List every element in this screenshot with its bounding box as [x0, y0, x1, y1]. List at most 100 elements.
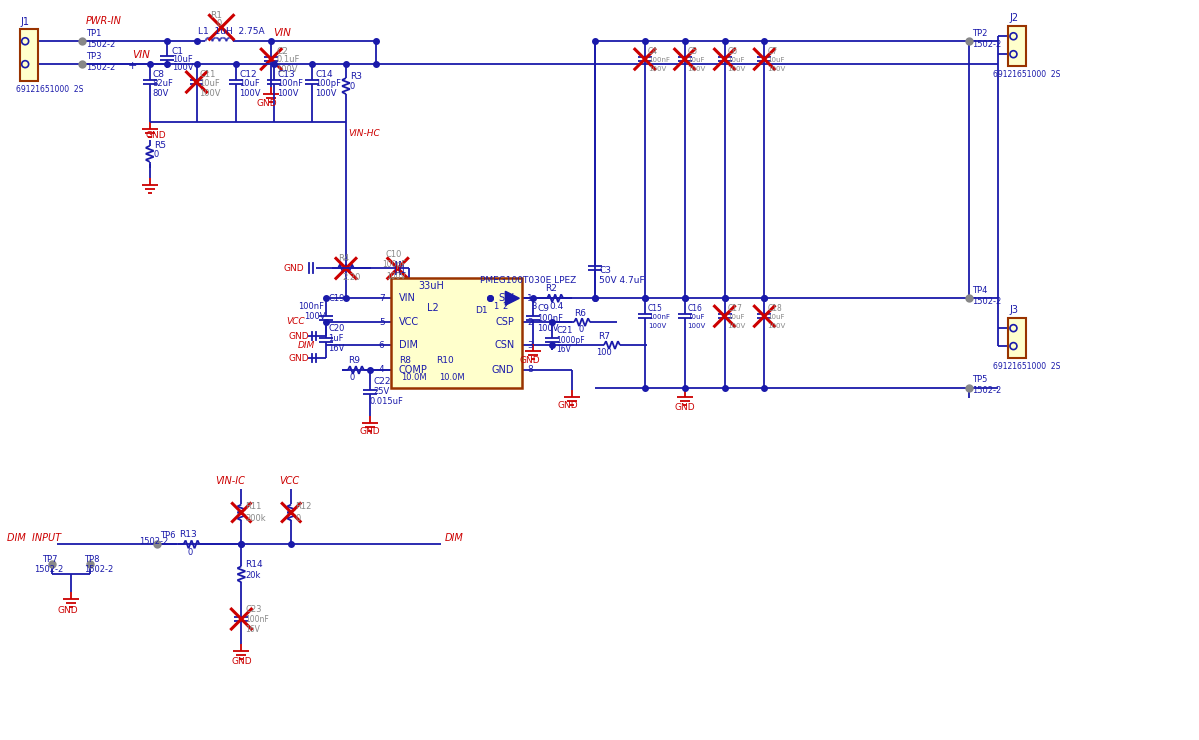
Text: 100pF: 100pF — [315, 78, 341, 87]
Text: 3: 3 — [531, 302, 537, 311]
Text: C22: C22 — [374, 377, 391, 386]
Text: 4: 4 — [379, 366, 385, 374]
Text: 0.015uF: 0.015uF — [369, 397, 404, 406]
Text: VCC: VCC — [279, 476, 300, 485]
Text: 100V: 100V — [647, 66, 667, 72]
Text: 100V: 100V — [728, 66, 746, 72]
Text: GND: GND — [519, 355, 540, 365]
Text: VIN: VIN — [399, 293, 416, 303]
Text: 10uF: 10uF — [767, 57, 785, 63]
Text: TP5: TP5 — [971, 375, 987, 385]
Text: R5: R5 — [153, 141, 165, 150]
Text: 10uF: 10uF — [767, 314, 785, 320]
Text: 10.0M: 10.0M — [400, 374, 427, 383]
Text: 100V: 100V — [688, 323, 706, 329]
Text: J3: J3 — [1010, 305, 1018, 315]
Text: 0: 0 — [578, 325, 584, 334]
Text: 0: 0 — [350, 374, 355, 383]
Text: 100nF: 100nF — [647, 314, 670, 320]
Text: 100V: 100V — [386, 272, 405, 281]
Text: 10uF: 10uF — [688, 57, 705, 63]
Text: 0: 0 — [187, 548, 193, 556]
Text: J2: J2 — [1010, 13, 1019, 24]
Text: 16V: 16V — [556, 345, 571, 354]
Text: L2: L2 — [427, 303, 439, 313]
Text: 82uF: 82uF — [152, 78, 174, 87]
Text: PWR-IN: PWR-IN — [86, 16, 122, 27]
Text: 10uF: 10uF — [171, 55, 192, 64]
Text: 16V: 16V — [246, 625, 260, 633]
Text: C1: C1 — [171, 47, 183, 55]
Text: R11: R11 — [246, 502, 261, 511]
Text: 100V: 100V — [305, 312, 326, 320]
Text: 100V: 100V — [537, 323, 559, 333]
Text: GND: GND — [288, 332, 309, 340]
Text: TP8: TP8 — [84, 555, 100, 564]
Text: 1502-2: 1502-2 — [84, 565, 113, 574]
Text: GND: GND — [58, 605, 78, 615]
Text: C23: C23 — [246, 605, 261, 613]
Text: 1uF: 1uF — [329, 334, 344, 343]
Text: 33uH: 33uH — [418, 281, 445, 292]
Text: C16: C16 — [688, 303, 703, 313]
Text: GND: GND — [360, 427, 380, 437]
Text: 16V: 16V — [329, 343, 344, 352]
Text: R12: R12 — [295, 502, 312, 511]
Text: 100V: 100V — [315, 89, 337, 98]
Text: COMP: COMP — [399, 365, 428, 375]
Text: +: + — [128, 61, 137, 71]
Text: R8: R8 — [399, 355, 411, 365]
Text: R1: R1 — [211, 11, 223, 20]
Text: 1502-2: 1502-2 — [86, 63, 115, 72]
Text: VIN-IC: VIN-IC — [216, 476, 246, 485]
Text: CSP: CSP — [495, 317, 514, 327]
Text: GND: GND — [231, 657, 252, 667]
Text: 1: 1 — [494, 302, 499, 311]
Text: 1502-2: 1502-2 — [86, 40, 115, 49]
Text: C19: C19 — [329, 294, 344, 303]
Text: SW: SW — [499, 293, 514, 303]
Text: GND: GND — [492, 365, 514, 375]
Text: TP3: TP3 — [86, 52, 102, 61]
Text: C8: C8 — [152, 70, 164, 78]
Text: L1  1uH  2.75A: L1 1uH 2.75A — [198, 27, 264, 36]
Text: 10uF: 10uF — [240, 78, 260, 87]
Text: 100nF: 100nF — [277, 78, 303, 87]
Text: C9: C9 — [537, 303, 549, 313]
Text: 1: 1 — [528, 294, 534, 303]
FancyBboxPatch shape — [391, 278, 523, 388]
Text: C10: C10 — [386, 250, 402, 259]
Text: 25V: 25V — [374, 388, 390, 397]
Text: 100V: 100V — [688, 66, 706, 72]
Text: 5: 5 — [379, 317, 385, 326]
Text: 0.4: 0.4 — [549, 302, 564, 311]
Text: C15: C15 — [647, 303, 663, 313]
Text: 100: 100 — [596, 348, 611, 357]
Text: 100V: 100V — [647, 323, 667, 329]
Text: GND: GND — [146, 132, 167, 141]
Text: D1: D1 — [476, 306, 488, 314]
Text: 2.20: 2.20 — [342, 273, 361, 282]
Text: R7: R7 — [598, 332, 610, 340]
Text: R14: R14 — [246, 559, 263, 569]
Text: C13: C13 — [277, 70, 295, 78]
Text: TP2: TP2 — [971, 29, 987, 38]
Text: VCC: VCC — [287, 317, 305, 326]
Text: VCC: VCC — [399, 317, 418, 327]
Text: 69121651000  2S: 69121651000 2S — [993, 70, 1060, 78]
Text: R9: R9 — [348, 355, 360, 365]
Text: DIM: DIM — [399, 340, 417, 350]
Text: C20: C20 — [329, 323, 344, 333]
Text: DIM: DIM — [445, 534, 463, 543]
Text: 10uF: 10uF — [199, 78, 221, 87]
FancyBboxPatch shape — [1008, 27, 1026, 66]
Text: 80V: 80V — [152, 89, 169, 98]
Text: 100nF: 100nF — [299, 302, 324, 311]
Text: C7: C7 — [767, 47, 777, 55]
Text: GND: GND — [288, 354, 309, 363]
Text: 100nF: 100nF — [246, 614, 269, 624]
Text: 100V: 100V — [277, 89, 299, 98]
Text: C14: C14 — [315, 70, 332, 78]
Text: GND: GND — [558, 401, 578, 411]
Text: TP6: TP6 — [159, 531, 175, 540]
